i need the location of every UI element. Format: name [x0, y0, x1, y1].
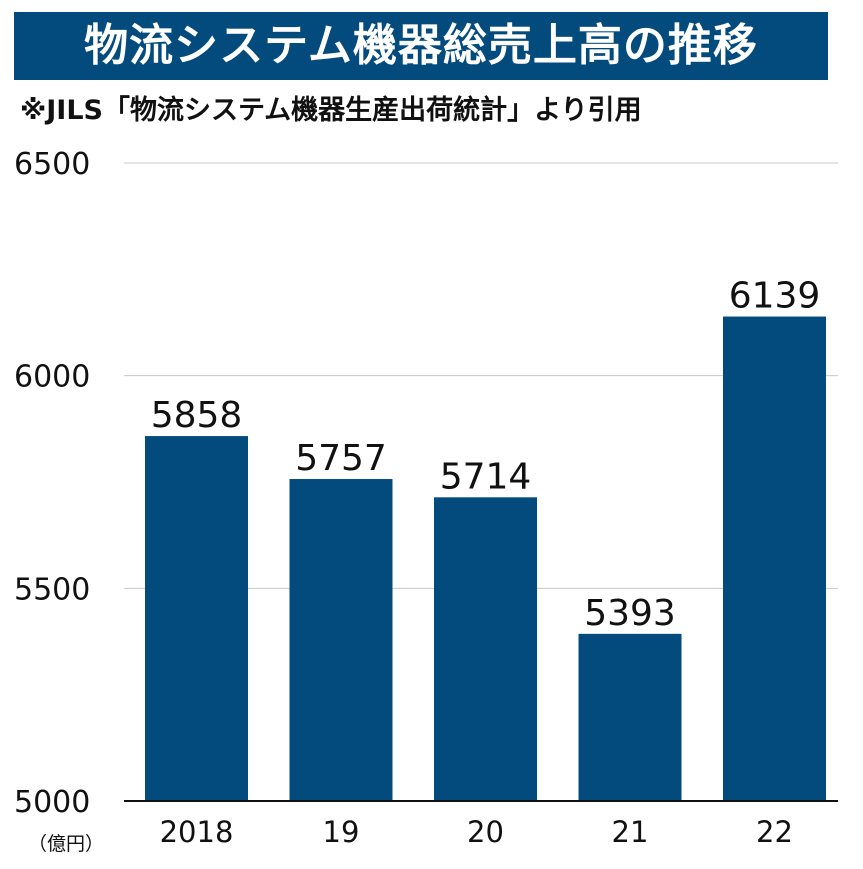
y-tick-label: 6500 — [14, 147, 90, 182]
data-label: 5858 — [151, 395, 243, 436]
title-bar: 物流システム機器総売上高の推移 — [14, 12, 828, 80]
data-label: 5393 — [584, 593, 676, 634]
x-tick-label: 21 — [612, 815, 649, 849]
source-note: ※JILS「物流システム機器生産出荷統計」より引用 — [20, 95, 642, 126]
chart-title: 物流システム機器総売上高の推移 — [84, 20, 758, 71]
data-label: 5757 — [295, 438, 387, 479]
data-label: 6139 — [729, 276, 821, 317]
x-tick-label: 20 — [467, 815, 504, 849]
x-tick-label: 2018 — [160, 815, 234, 849]
bar — [578, 633, 682, 801]
y-tick-label: 6000 — [14, 360, 90, 395]
x-tick-label: 22 — [756, 815, 793, 849]
y-tick-label: 5500 — [14, 572, 90, 607]
bar — [145, 436, 248, 801]
x-tick-label: 19 — [323, 815, 360, 849]
bar — [289, 479, 393, 801]
bar — [434, 497, 537, 801]
y-unit-label: （億円） — [28, 833, 104, 855]
bar — [723, 316, 826, 801]
y-tick-label: 5000 — [14, 785, 90, 820]
data-label: 5714 — [440, 456, 532, 497]
